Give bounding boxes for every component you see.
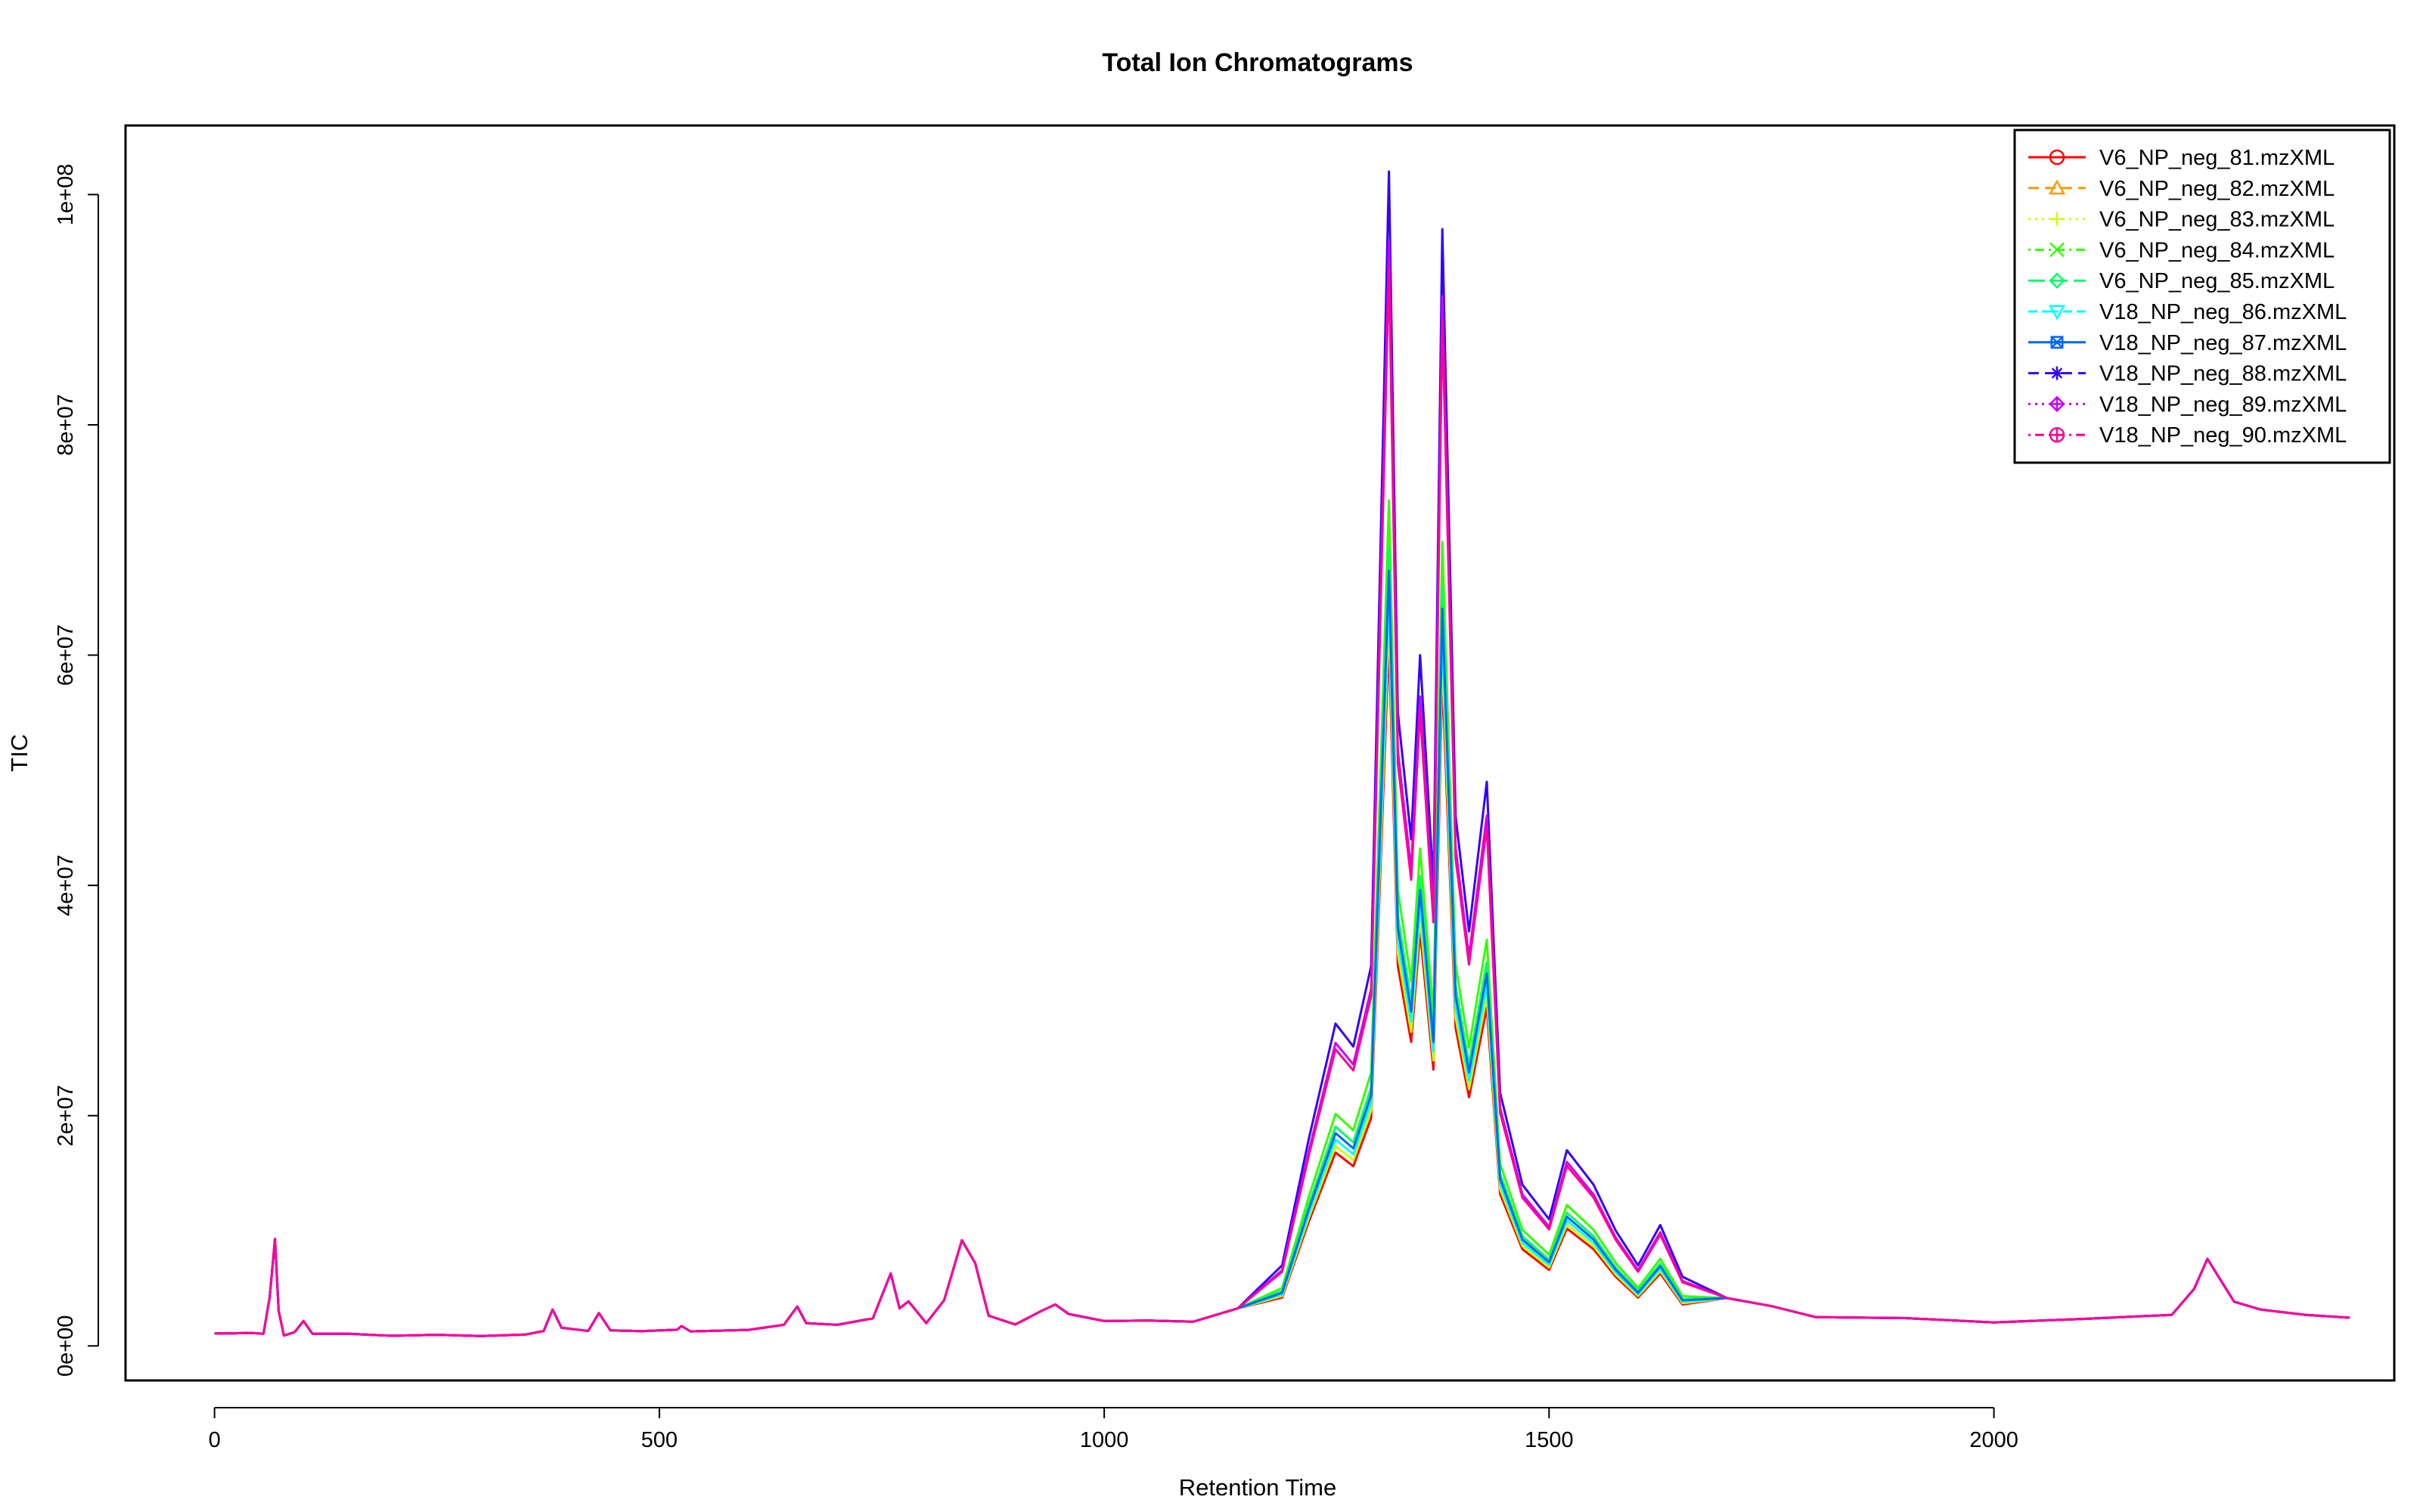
x-tick-label: 0 — [209, 1428, 221, 1452]
legend-label: V6_NP_neg_82.mzXML — [2099, 177, 2335, 201]
x-tick-label: 2000 — [1969, 1428, 2018, 1452]
legend-marker — [2049, 272, 2065, 289]
y-tick-label: 8e+07 — [54, 394, 78, 455]
legend-label: V18_NP_neg_86.mzXML — [2099, 300, 2347, 324]
x-tick-label: 1500 — [1525, 1428, 1574, 1452]
legend-label: V18_NP_neg_90.mzXML — [2099, 423, 2347, 448]
legend-item: V6_NP_neg_81.mzXML — [2028, 146, 2335, 170]
legend-label: V18_NP_neg_87.mzXML — [2099, 331, 2347, 355]
y-tick-label: 4e+07 — [54, 854, 78, 916]
legend-marker — [2050, 366, 2064, 380]
legend-item: V18_NP_neg_87.mzXML — [2028, 331, 2347, 355]
plot-frame — [124, 124, 2396, 1382]
legend-marker — [2049, 242, 2065, 258]
y-tick-label: 6e+07 — [54, 624, 78, 686]
x-tick-label: 1000 — [1080, 1428, 1129, 1452]
legend-item: V6_NP_neg_85.mzXML — [2028, 269, 2335, 293]
y-tick-label: 2e+07 — [54, 1085, 78, 1146]
legend-item: V18_NP_neg_86.mzXML — [2028, 300, 2347, 324]
x-tick-label: 500 — [641, 1428, 678, 1452]
series-layer — [214, 170, 2350, 1337]
legend-marker — [2048, 305, 2066, 321]
legend-marker — [2049, 149, 2065, 166]
legend-marker — [2050, 212, 2064, 226]
legend-label: V18_NP_neg_88.mzXML — [2099, 362, 2347, 386]
y-tick-label: 0e+00 — [54, 1315, 78, 1377]
legend-item: V6_NP_neg_82.mzXML — [2028, 177, 2335, 201]
series-line — [214, 264, 2350, 1337]
legend-item: V18_NP_neg_90.mzXML — [2028, 423, 2347, 448]
legend-label: V18_NP_neg_89.mzXML — [2099, 392, 2347, 417]
legend-box — [2013, 129, 2391, 464]
legend-marker — [2048, 179, 2066, 195]
legend-marker — [2050, 428, 2064, 442]
legend-marker — [2050, 336, 2064, 349]
legend-label: V6_NP_neg_81.mzXML — [2099, 146, 2335, 170]
y-tick-label: 1e+08 — [54, 164, 78, 225]
legend-item: V18_NP_neg_88.mzXML — [2028, 362, 2347, 386]
legend-marker — [2050, 397, 2064, 411]
chart-title: Total Ion Chromatograms — [1102, 48, 1413, 77]
legend-label: V6_NP_neg_84.mzXML — [2099, 238, 2335, 262]
legend: V6_NP_neg_81.mzXML V6_NP_neg_82.mzXML V6_N… — [2013, 129, 2391, 464]
legend-label: V6_NP_neg_83.mzXML — [2099, 208, 2335, 232]
legend-marker — [2050, 336, 2064, 349]
y-axis-title: TIC — [6, 734, 33, 772]
legend-item: V6_NP_neg_83.mzXML — [2028, 208, 2335, 232]
legend-item: V18_NP_neg_89.mzXML — [2028, 392, 2347, 417]
y-axis: 0e+00 2e+07 4e+07 6e+07 8e+07 1e+08 — [54, 164, 99, 1377]
legend-label: V6_NP_neg_85.mzXML — [2099, 269, 2335, 293]
legend-item: V6_NP_neg_84.mzXML — [2028, 238, 2335, 262]
x-axis-title: Retention Time — [1179, 1474, 1337, 1501]
x-axis: 0 500 1000 1500 2000 — [209, 1407, 2018, 1452]
